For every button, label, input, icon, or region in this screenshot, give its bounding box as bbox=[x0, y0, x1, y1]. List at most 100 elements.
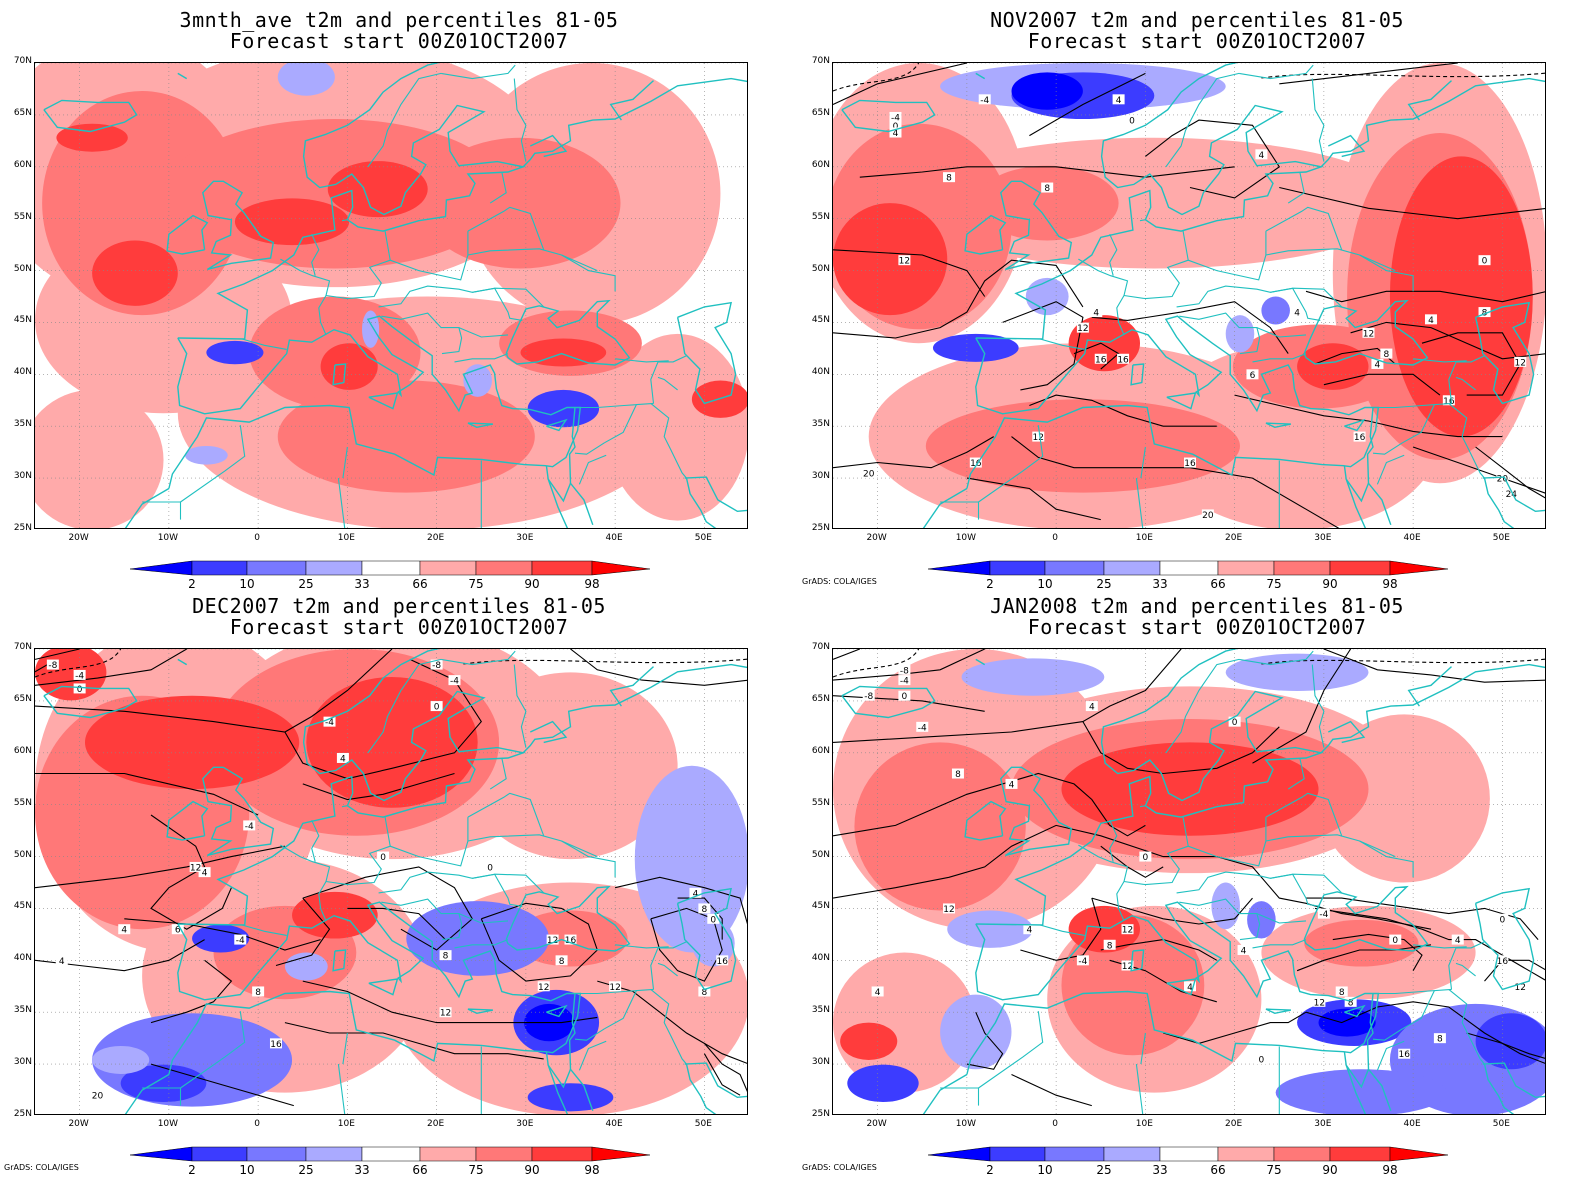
svg-text:4: 4 bbox=[121, 926, 127, 936]
longitude-label: 40E bbox=[1403, 1119, 1421, 1129]
contour-label: 4 bbox=[336, 752, 349, 764]
country-border bbox=[367, 658, 442, 754]
contour-line bbox=[703, 1043, 747, 1092]
svg-text:-4: -4 bbox=[450, 677, 459, 687]
coastline bbox=[922, 1073, 968, 1114]
shading-region bbox=[56, 123, 128, 152]
svg-text:4: 4 bbox=[1241, 946, 1247, 956]
contour-label: 12 bbox=[1514, 356, 1527, 368]
svg-text:0: 0 bbox=[1143, 853, 1149, 863]
longitude-label: 10E bbox=[1135, 533, 1153, 543]
svg-text:16: 16 bbox=[270, 1040, 282, 1050]
contour-line bbox=[1091, 897, 1253, 925]
coastline bbox=[568, 407, 594, 526]
svg-text:16: 16 bbox=[1443, 397, 1455, 407]
contour-label: -4 bbox=[323, 716, 336, 728]
latitude-label: 65N bbox=[811, 107, 830, 118]
country-border bbox=[467, 792, 545, 836]
coastline bbox=[177, 63, 526, 340]
svg-text:-4: -4 bbox=[980, 96, 989, 106]
shading-region bbox=[520, 338, 607, 367]
coastline bbox=[467, 422, 494, 429]
map-panel: JAN2008 t2m and percentiles 81-05 Forecas… bbox=[798, 586, 1596, 1184]
longitude-label: 10E bbox=[337, 533, 355, 543]
svg-text:0: 0 bbox=[893, 122, 899, 132]
contour-label: 4 bbox=[1023, 924, 1036, 936]
latitude-label: 30N bbox=[13, 471, 32, 482]
svg-text:-4: -4 bbox=[245, 822, 254, 832]
latitude-label: 55N bbox=[811, 797, 830, 808]
country-border bbox=[1270, 873, 1343, 894]
country-border bbox=[467, 834, 598, 858]
contour-label: 8 bbox=[1103, 939, 1116, 951]
contour-label: 4 bbox=[1090, 307, 1103, 319]
shading-region bbox=[84, 695, 300, 790]
svg-text:-4: -4 bbox=[325, 718, 334, 728]
country-border bbox=[574, 442, 605, 455]
contour-label: 0 bbox=[1139, 851, 1152, 863]
country-border bbox=[561, 840, 616, 878]
contour-line bbox=[347, 907, 446, 940]
shading-region bbox=[277, 63, 335, 96]
shading-region bbox=[840, 1022, 898, 1060]
coastline bbox=[1483, 1063, 1515, 1114]
country-border bbox=[574, 1028, 605, 1041]
country-border bbox=[1359, 254, 1414, 292]
contour-label: 0 bbox=[1255, 1053, 1268, 1065]
contour-label: 20 bbox=[91, 1090, 104, 1102]
country-border bbox=[1039, 924, 1085, 936]
svg-text:16: 16 bbox=[1117, 355, 1129, 365]
contour-line bbox=[859, 166, 1235, 178]
colorbar: 2 10 25 33 66 75 90 98 bbox=[129, 1146, 670, 1182]
contour-line bbox=[1029, 394, 1217, 427]
country-border bbox=[1123, 816, 1189, 886]
shading-region bbox=[92, 1045, 150, 1074]
country-border bbox=[180, 1011, 246, 1089]
shading-region bbox=[925, 399, 1240, 493]
colorbar-label: 10 bbox=[1037, 1163, 1053, 1177]
shading-region bbox=[206, 340, 264, 365]
svg-text:8: 8 bbox=[1339, 988, 1345, 998]
country-border bbox=[1135, 1064, 1144, 1114]
country-border bbox=[472, 873, 545, 894]
country-border bbox=[1256, 327, 1307, 338]
svg-text:20: 20 bbox=[863, 469, 875, 479]
contour-line bbox=[35, 649, 80, 660]
country-border bbox=[561, 254, 616, 292]
svg-text:12: 12 bbox=[1514, 983, 1525, 993]
shading-region bbox=[1211, 882, 1240, 930]
latitude-label: 50N bbox=[13, 263, 32, 274]
contour-label: 16 bbox=[269, 1038, 282, 1050]
coastline bbox=[546, 1004, 568, 1018]
map-svg bbox=[35, 63, 747, 528]
shading-region bbox=[1225, 315, 1255, 353]
colorbar-swatch bbox=[246, 1146, 307, 1162]
contour-label: 8 bbox=[698, 986, 711, 998]
country-border bbox=[1165, 72, 1240, 168]
contour-line bbox=[833, 772, 1146, 837]
latitude-label: 60N bbox=[13, 745, 32, 756]
shading-region bbox=[35, 389, 164, 528]
svg-text:4: 4 bbox=[1294, 309, 1300, 319]
colorbar-label: 10 bbox=[239, 577, 255, 591]
contour-label: -4 bbox=[234, 934, 247, 946]
colorbar-label: 2 bbox=[188, 1163, 196, 1177]
contour-line bbox=[150, 959, 233, 1024]
contour-line bbox=[1082, 721, 1280, 775]
coastline bbox=[545, 1051, 572, 1089]
coastline bbox=[43, 685, 138, 719]
latitude-label: 40N bbox=[811, 953, 830, 964]
contour-label: 8 bbox=[252, 986, 265, 998]
svg-text:0: 0 bbox=[77, 685, 83, 695]
svg-text:-4: -4 bbox=[1319, 910, 1328, 920]
country-border bbox=[650, 355, 687, 404]
svg-text:12: 12 bbox=[1314, 998, 1325, 1008]
colorbar-swatch bbox=[191, 560, 248, 576]
contour-label: 12 bbox=[943, 903, 956, 915]
percentile-shading bbox=[833, 649, 1545, 1114]
coastline bbox=[685, 1063, 717, 1114]
colorbar-swatch bbox=[419, 560, 477, 576]
country-border bbox=[1139, 219, 1146, 222]
country-border bbox=[1176, 285, 1321, 321]
coastline bbox=[1303, 885, 1429, 952]
